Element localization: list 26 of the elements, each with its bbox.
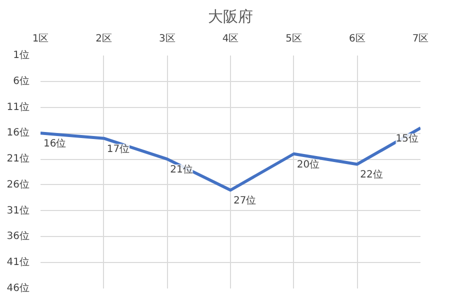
- y-tick-label: 16位: [6, 126, 30, 139]
- y-tick-label: 6位: [13, 74, 30, 87]
- line-series: [40, 126, 420, 192]
- data-label: 27位: [234, 194, 256, 207]
- data-label: 17位: [106, 142, 130, 155]
- y-tick-label: 1位: [13, 49, 30, 61]
- data-label: 22位: [360, 168, 383, 181]
- data-label: 20位: [296, 158, 320, 170]
- y-tick-label: 21位: [6, 152, 30, 165]
- x-tick-label: 7区: [412, 34, 429, 44]
- y-tick-label: 31位: [6, 204, 30, 216]
- chart-title: 大阪府: [208, 8, 253, 26]
- y-tick-label: 36位: [6, 230, 30, 242]
- data-label: 15位: [396, 132, 419, 144]
- x-tick-label: 4区: [222, 34, 239, 44]
- x-tick-label: 3区: [158, 34, 176, 44]
- x-tick-label: 6区: [348, 34, 366, 44]
- x-tick-label: 2区: [96, 34, 112, 44]
- y-tick-label: 26位: [6, 178, 30, 190]
- x-tick-label: 5区: [286, 34, 302, 44]
- y-tick-label: 41位: [6, 256, 30, 268]
- data-label: 21位: [170, 164, 193, 176]
- data-label: 16位: [44, 138, 66, 150]
- y-tick-label: 46位: [6, 282, 30, 294]
- y-tick-label: 11位: [6, 100, 30, 113]
- x-tick-label: 1区: [32, 34, 49, 44]
